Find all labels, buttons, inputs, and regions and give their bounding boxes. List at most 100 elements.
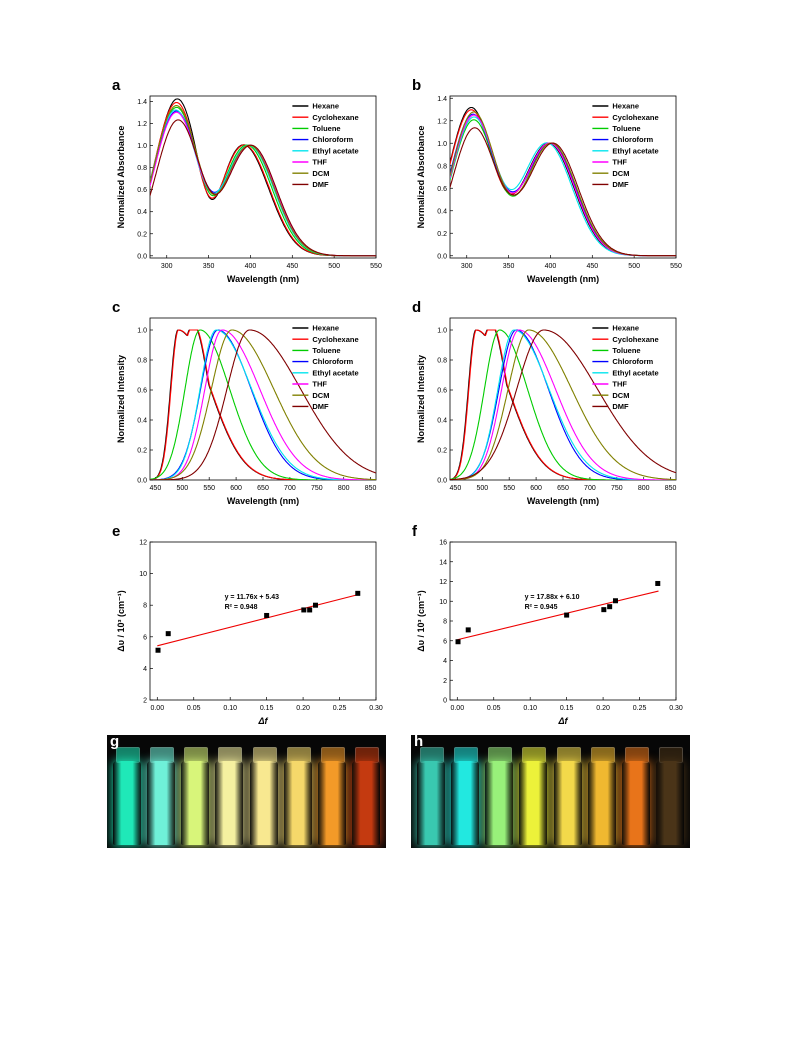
y-tick-label: 1.2 xyxy=(437,118,447,125)
y-tick-label: 0.0 xyxy=(137,253,147,260)
legend-label: Cyclohexane xyxy=(312,335,358,344)
y-tick-label: 0.0 xyxy=(437,478,447,485)
x-tick-label: 0.05 xyxy=(187,705,201,712)
panel-c: c 450 500 550 600 650 700 750 800 850 0.0 0.2 0.4 0.6… xyxy=(100,296,400,518)
panel-label-c: c xyxy=(112,299,120,316)
x-tick-label: 500 xyxy=(476,485,488,492)
vial xyxy=(317,761,346,845)
y-tick-label: 4 xyxy=(143,666,147,673)
photo-h: h xyxy=(411,735,690,848)
legend-label: THF xyxy=(612,380,627,389)
legend-label: Toluene xyxy=(612,346,640,355)
legend-label: THF xyxy=(312,380,327,389)
legend-label: Ethyl acetate xyxy=(312,146,358,155)
series-line-ethyl-acetate xyxy=(150,329,376,480)
x-axis-label: Δf xyxy=(257,716,268,726)
x-tick-label: 550 xyxy=(370,263,382,270)
series-line-dmf xyxy=(150,119,376,257)
plot-frame xyxy=(149,95,377,259)
x-tick-label: 400 xyxy=(245,263,257,270)
x-tick-label: 0.00 xyxy=(450,705,464,712)
panel-label-h: h xyxy=(414,735,424,750)
x-axis-label: Wavelength (nm) xyxy=(527,496,599,506)
x-tick-label: 750 xyxy=(611,485,623,492)
x-tick-label: 450 xyxy=(586,263,598,270)
legend-label: DCM xyxy=(612,391,629,400)
series-line-thf xyxy=(150,111,376,257)
data-point xyxy=(564,612,570,618)
x-tick-label: 0.00 xyxy=(150,705,164,712)
y-tick-label: 8 xyxy=(143,603,147,610)
legend-label: Hexane xyxy=(312,324,339,333)
vial xyxy=(351,761,380,845)
vial xyxy=(655,761,684,845)
data-point xyxy=(455,639,461,645)
vial xyxy=(621,761,650,845)
data-point xyxy=(307,607,313,613)
x-tick-label: 750 xyxy=(311,485,323,492)
y-tick-label: 1.0 xyxy=(137,143,147,150)
y-tick-label: 0.6 xyxy=(437,186,447,193)
legend-label: Chloroform xyxy=(612,135,653,144)
data-point xyxy=(155,647,161,653)
y-axis-label: Normalized Absorbance xyxy=(116,126,126,229)
chart-b: b 300 350 400 450 500 550 0.0 0.2 0.4 0.6 0.8 1.0 1.2… xyxy=(412,77,682,284)
legend-label: Hexane xyxy=(312,102,339,111)
y-tick-label: 10 xyxy=(139,571,147,578)
vial xyxy=(283,761,312,845)
y-tick-label: 2 xyxy=(143,698,147,705)
y-tick-label: 10 xyxy=(439,599,447,606)
y-tick-label: 0.6 xyxy=(137,388,147,395)
series-line-ethyl-acetate xyxy=(450,329,676,480)
panel-e: e 0.00 0.05 0.10 0.15 0.20 0.25 0.30 2 4 6 8 10 12 Δf Δ… xyxy=(100,520,400,730)
x-tick-label: 0.25 xyxy=(333,705,347,712)
y-tick-label: 6 xyxy=(143,634,147,641)
x-tick-label: 500 xyxy=(176,485,188,492)
data-point xyxy=(264,612,270,618)
chart-e: e 0.00 0.05 0.10 0.15 0.20 0.25 0.30 2 4 6 8 10 12 Δf Δ… xyxy=(112,523,383,726)
y-tick-label: 0.2 xyxy=(137,448,147,455)
y-tick-label: 8 xyxy=(443,619,447,626)
vial xyxy=(249,761,278,845)
x-tick-label: 600 xyxy=(230,485,242,492)
y-tick-label: 0.4 xyxy=(437,418,447,425)
y-tick-label: 0.2 xyxy=(437,231,447,238)
y-tick-label: 0.4 xyxy=(137,209,147,216)
fit-line xyxy=(157,593,359,647)
series-line-thf xyxy=(150,329,376,480)
x-tick-label: 0.15 xyxy=(260,705,274,712)
vial xyxy=(451,761,480,845)
x-tick-label: 800 xyxy=(338,485,350,492)
x-tick-label: 700 xyxy=(284,485,296,492)
y-tick-label: 0.0 xyxy=(137,478,147,485)
legend-label: Toluene xyxy=(312,346,340,355)
x-tick-label: 800 xyxy=(638,485,650,492)
legend-label: Cyclohexane xyxy=(612,113,658,122)
legend-label: DMF xyxy=(312,402,329,411)
data-point xyxy=(165,631,171,637)
data-point xyxy=(612,598,618,604)
x-tick-label: 500 xyxy=(328,263,340,270)
panel-label-e: e xyxy=(112,523,120,540)
y-axis-label: Δυ / 10³ (cm⁻¹) xyxy=(416,590,426,651)
vial xyxy=(147,761,176,845)
x-axis-label: Wavelength (nm) xyxy=(527,274,599,284)
y-tick-label: 4 xyxy=(443,658,447,665)
series-line-toluene xyxy=(150,329,376,480)
vial xyxy=(553,761,582,845)
legend-label: DCM xyxy=(312,169,329,178)
vial xyxy=(181,761,210,845)
series-line-hexane xyxy=(450,329,676,480)
series-line-chloroform xyxy=(150,110,376,257)
x-tick-label: 0.25 xyxy=(633,705,647,712)
y-tick-label: 0.6 xyxy=(137,187,147,194)
panel-d: d 450 500 550 600 650 700 750 800 850 0.0 0.2 0.4 0.6… xyxy=(400,296,700,518)
x-tick-label: 0.10 xyxy=(523,705,537,712)
legend-label: DMF xyxy=(612,180,629,189)
chart-a: a 300 350 400 450 500 550 0.0 0.2 0.4 0.6 0.8 1.0 1.2… xyxy=(112,77,382,284)
panel-f: f 0.00 0.05 0.10 0.15 0.20 0.25 0.30 0 2 4 6 8 10 12 14… xyxy=(400,520,700,730)
x-tick-label: 450 xyxy=(450,485,462,492)
x-axis-label: Wavelength (nm) xyxy=(227,274,299,284)
y-tick-label: 12 xyxy=(439,579,447,586)
x-tick-label: 350 xyxy=(203,263,215,270)
